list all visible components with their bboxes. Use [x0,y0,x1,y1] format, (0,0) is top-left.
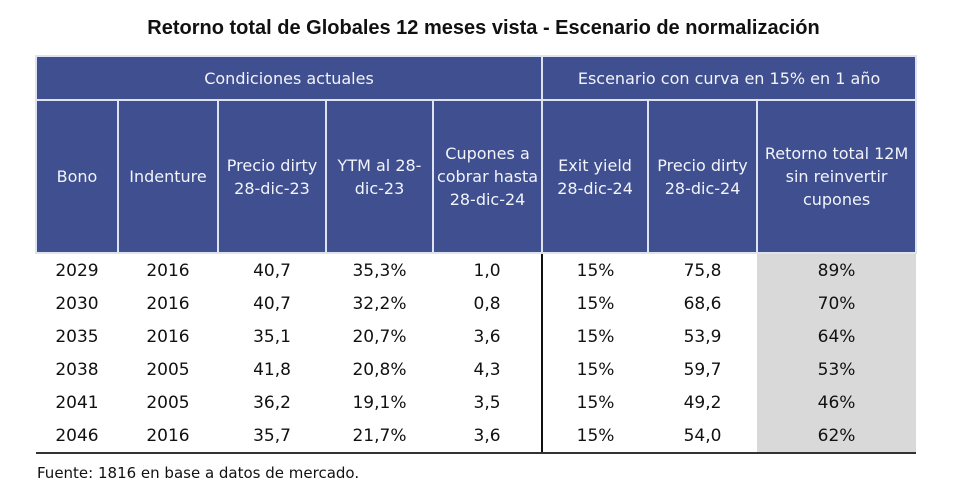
table-cell: 2016 [146,260,190,281]
table-cell: 49,2 [683,392,722,413]
table-cell: 68,6 [683,293,722,314]
table-cell: 70% [757,287,917,320]
column-header: Precio dirty 28-dic-24 [647,99,759,254]
table-cell: 64% [757,320,917,353]
column-header: Precio dirty 28-dic-23 [217,99,327,254]
table-cell: 75,8 [683,260,722,281]
table-cell: 2016 [146,326,190,347]
table-cell: 2035 [55,326,99,347]
returns-table: Condiciones actuales Escenario con curva… [34,55,918,454]
table-cell: 89% [757,253,917,287]
column-header: Bono [35,99,119,254]
table-cell: 35,1 [253,326,291,347]
table-row: 2038 2005 41,8 20,8% 4,3 15% 59,7 53% [36,353,917,386]
table-cell: 40,7 [253,293,291,314]
table-cell: 21,7% [326,419,433,454]
table-cell: 32,2% [352,293,407,314]
table-cell: 2041 [55,392,99,413]
table-cell: 35,3% [352,260,407,281]
table-cell: 4,3 [433,353,544,386]
table-row: 2029 2016 40,7 35,3% 1,0 15% 75,8 89% [36,253,917,287]
footnote: Fuente: 1816 en base a datos de mercado. [37,464,360,482]
table-cell: 36,2 [253,392,291,413]
table-cell: 0,8 [433,287,544,320]
table-cell: 15% [576,260,615,281]
table-cell: 2030 [55,293,99,314]
table-cell: 41,8 [253,359,291,380]
table-row: 2030 2016 40,7 32,2% 0,8 15% 68,6 70% [36,287,917,320]
table-cell: 53% [757,353,917,386]
table-cell: 20,8% [352,359,407,380]
table-cell: 2005 [146,392,190,413]
table-cell: 2038 [55,359,99,380]
table-cell: 15% [576,326,615,347]
table-cell: 3,6 [433,419,544,454]
table-row: 2035 2016 35,1 20,7% 3,6 15% 53,9 64% [36,320,917,353]
column-header: Exit yield 28-dic-24 [541,99,650,254]
table-cell: 2016 [146,293,190,314]
table-row: 2041 2005 36,2 19,1% 3,5 15% 49,2 46% [36,386,917,419]
group-header-current: Condiciones actuales [34,55,544,101]
table-cell: 62% [757,419,917,454]
table-cell: 35,7 [218,419,326,454]
table-cell: 19,1% [352,392,407,413]
table-cell: 46% [757,386,917,419]
table-cell: 54,0 [648,419,758,454]
table-title: Retorno total de Globales 12 meses vista… [147,17,820,39]
column-header: YTM al 28-dic-23 [325,99,434,254]
table-cell: 15% [576,293,615,314]
table-cell: 2005 [146,359,190,380]
table-cell: 59,7 [683,359,722,380]
table-cell: 3,6 [433,320,544,353]
table-cell: 2029 [55,260,99,281]
table-row: 2046 2016 35,7 21,7% 3,6 15% 54,0 62% [36,419,917,454]
table-cell: 15% [576,392,615,413]
table-cell: 3,5 [433,386,544,419]
table-cell: 15% [576,359,615,380]
table-cell: 2016 [118,419,218,454]
table-cell: 20,7% [352,326,407,347]
table-cell: 15% [542,419,649,454]
column-header: Cupones a cobrar hasta 28-dic-24 [431,99,544,254]
table-cell: 1,0 [433,253,544,287]
table-cell: 53,9 [683,326,722,347]
column-header: Retorno total 12M sin reinvertir cupones [756,99,918,254]
group-header-scenario: Escenario con curva en 15% en 1 año [541,55,918,101]
column-header: Indenture [117,99,219,254]
table-cell: 2046 [36,419,118,454]
table-cell: 40,7 [253,260,291,281]
